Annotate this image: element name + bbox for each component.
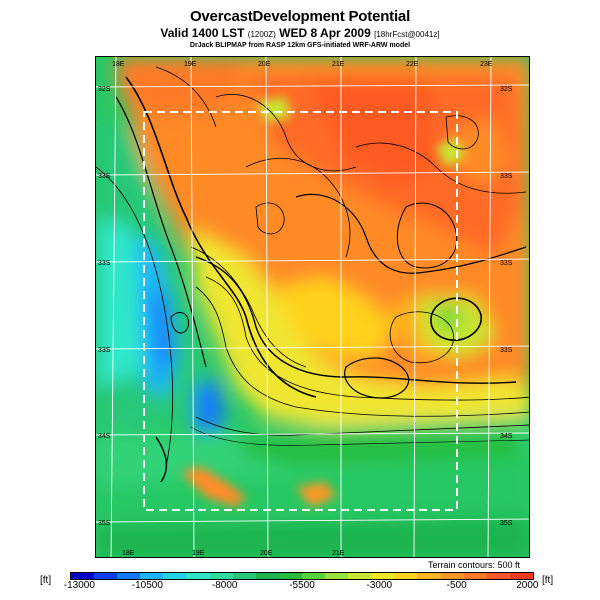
lat-label-left: 34S <box>98 433 111 440</box>
colorbar-swatch <box>186 573 210 579</box>
colorbar-tick-label: -13000 <box>63 580 95 591</box>
colorbar-swatch <box>509 573 533 579</box>
colorbar-tick-label: -8000 <box>211 580 238 591</box>
terrain-contours <box>96 66 529 483</box>
lon-labels-bottom: 18E 19E 20E 21E <box>122 550 345 557</box>
valid-time: Valid 1400 LST <box>160 26 245 40</box>
colorbar-swatch <box>232 573 256 579</box>
lon-label-bottom: 21E <box>332 550 345 557</box>
forecast-run: [18hrFcst@0041z] <box>374 30 440 39</box>
map-panel[interactable]: 18E 19E 20E 21E 22E 23E 18E 19E 20E 21E … <box>95 56 530 558</box>
lat-label-right: 32S <box>500 86 513 93</box>
colorbar-swatch <box>371 573 395 579</box>
forecast-date: WED 8 Apr 2009 <box>279 26 371 40</box>
colorbar-unit-left: [ft] <box>40 575 52 586</box>
lon-label-top: 19E <box>184 61 197 68</box>
colorbar <box>70 572 534 580</box>
lon-label-bottom: 19E <box>192 550 205 557</box>
lon-label-top: 18E <box>112 61 125 68</box>
colorbar-tick-label: 2000 <box>516 580 539 591</box>
colorbar-swatch <box>325 573 349 579</box>
colorbar-swatch <box>394 573 418 579</box>
colorbar-swatch <box>117 573 141 579</box>
terrain-contour-note: Terrain contours: 500 ft <box>427 560 520 570</box>
lon-label-top: 22E <box>406 61 419 68</box>
overcast-field <box>96 57 529 557</box>
lat-label-right: 33S <box>500 173 513 180</box>
colorbar-swatch <box>301 573 326 579</box>
lat-label-left: 33S <box>98 260 111 267</box>
utc-time: (1200Z) <box>247 30 276 39</box>
lat-labels-right: 32S 33S 33S 33S 34S 35S <box>500 86 513 527</box>
colorbar-swatch <box>94 573 118 579</box>
colorbar-tick-label: -500 <box>446 580 467 591</box>
colorbar-tick-label: -3000 <box>366 580 393 591</box>
lat-label-right: 34S <box>500 433 513 440</box>
map-subtitle: Valid 1400 LST (1200Z) WED 8 Apr 2009 [1… <box>0 26 600 40</box>
colorbar-swatch <box>417 573 441 579</box>
lon-label-top: 20E <box>258 61 271 68</box>
map-title: OvercastDevelopment Potential <box>189 8 411 25</box>
lon-label-top: 21E <box>332 61 345 68</box>
lat-label-left: 33S <box>98 347 111 354</box>
colorbar-tick-label: -10500 <box>131 580 163 591</box>
overcast-detail <box>181 97 466 507</box>
lat-label-right: 35S <box>500 520 513 527</box>
lon-label-bottom: 20E <box>260 550 273 557</box>
lon-label-top: 23E <box>480 61 493 68</box>
colorbar-ticks: -13000 -10500 -8000 -5500 -3000 -500 2000 <box>64 580 539 594</box>
colorbar-swatch <box>140 573 164 579</box>
colorbar-swatch <box>255 573 279 579</box>
latlon-grid <box>96 57 529 557</box>
map-svg: 18E 19E 20E 21E 22E 23E 18E 19E 20E 21E … <box>96 57 529 557</box>
lat-labels-left: 32S 33S 33S 33S 34S 35S <box>98 86 111 527</box>
colorbar-swatch <box>71 573 95 579</box>
lon-label-bottom: 18E <box>122 550 135 557</box>
colorbar-swatch <box>278 573 302 579</box>
model-credit: DrJack BLIPMAP from RASP 12km GFS-initia… <box>189 42 411 49</box>
colorbar-unit-right: [ft] <box>542 575 554 586</box>
lat-label-left: 32S <box>98 86 111 93</box>
lat-label-left: 33S <box>98 173 111 180</box>
colorbar-swatch <box>348 573 372 579</box>
colorbar-swatch <box>463 573 487 579</box>
colorbar-swatch <box>163 573 187 579</box>
lon-labels-top: 18E 19E 20E 21E 22E 23E <box>112 61 493 68</box>
colorbar-swatch <box>486 573 510 579</box>
colorbar-swatch <box>209 573 233 579</box>
lat-label-right: 33S <box>500 347 513 354</box>
colorbar-tick-label: -5500 <box>289 580 315 591</box>
inner-domain-boundary <box>143 111 458 511</box>
lat-label-left: 35S <box>98 520 111 527</box>
colorbar-swatch <box>440 573 464 579</box>
lat-label-right: 33S <box>500 260 513 267</box>
